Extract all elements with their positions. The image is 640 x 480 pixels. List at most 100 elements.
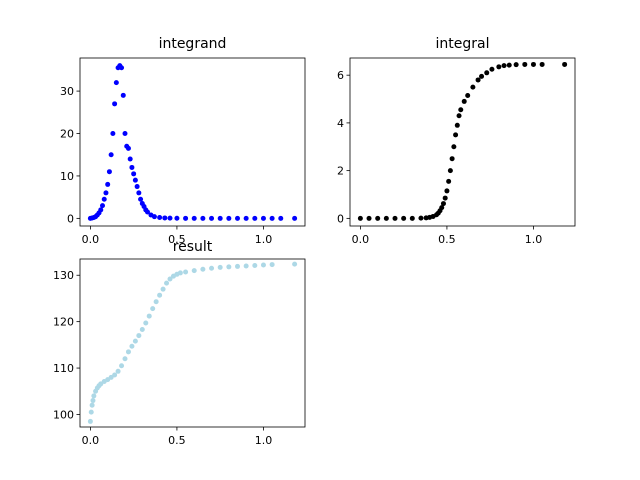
data-point bbox=[191, 268, 197, 274]
data-point bbox=[164, 280, 170, 286]
data-point bbox=[131, 171, 137, 177]
data-points bbox=[87, 63, 298, 221]
data-point bbox=[200, 266, 206, 272]
data-point bbox=[112, 372, 118, 378]
data-point bbox=[91, 393, 97, 399]
data-point bbox=[153, 299, 159, 305]
data-point bbox=[217, 264, 223, 270]
data-point bbox=[235, 263, 240, 269]
data-point bbox=[392, 215, 398, 221]
data-point bbox=[449, 156, 455, 162]
data-point bbox=[439, 205, 445, 211]
data-point bbox=[143, 320, 149, 326]
x-axis-ticks: 0.0 0.5 1.0 bbox=[82, 427, 273, 447]
x-axis-ticks: 0.0 0.5 1.0 bbox=[82, 226, 272, 246]
data-point bbox=[454, 122, 460, 128]
data-point bbox=[150, 306, 156, 312]
x-tick-label: 0.5 bbox=[438, 233, 456, 246]
axes-integrand: integrand 0.0 0.5 1.0 0 10 20 30 bbox=[60, 36, 306, 246]
data-point bbox=[146, 313, 152, 319]
data-point bbox=[132, 338, 138, 344]
data-point bbox=[127, 156, 133, 162]
data-point bbox=[217, 215, 223, 221]
data-point bbox=[90, 398, 96, 404]
data-point bbox=[106, 169, 112, 175]
data-point bbox=[292, 261, 298, 267]
data-point bbox=[446, 178, 452, 184]
y-tick-label: 0 bbox=[337, 212, 344, 225]
data-point bbox=[120, 92, 126, 98]
data-point bbox=[562, 61, 568, 67]
data-point bbox=[243, 215, 249, 221]
chart-title: result bbox=[173, 239, 213, 255]
data-point bbox=[444, 188, 450, 194]
x-tick-label: 1.0 bbox=[525, 233, 543, 246]
data-point bbox=[418, 215, 424, 221]
data-point bbox=[101, 196, 107, 202]
data-point bbox=[174, 215, 180, 221]
data-point bbox=[129, 164, 135, 170]
axes-integral: integral 0.0 0.5 1.0 0 2 4 6 bbox=[337, 36, 576, 246]
data-point bbox=[366, 215, 372, 221]
data-point bbox=[113, 80, 119, 86]
data-point bbox=[409, 215, 415, 221]
data-point bbox=[235, 215, 240, 221]
x-tick-label: 0.5 bbox=[168, 233, 186, 246]
data-points bbox=[357, 61, 568, 221]
data-point bbox=[157, 215, 163, 221]
y-axis-ticks: 100 110 120 130 bbox=[53, 269, 80, 421]
data-point bbox=[278, 215, 284, 221]
data-point bbox=[383, 215, 389, 221]
data-point bbox=[98, 207, 104, 213]
data-point bbox=[160, 286, 166, 292]
data-point bbox=[226, 215, 232, 221]
y-axis-ticks: 0 2 4 6 bbox=[337, 69, 350, 225]
data-point bbox=[447, 168, 453, 174]
data-point bbox=[191, 215, 197, 221]
data-point bbox=[183, 215, 189, 221]
data-point bbox=[292, 215, 298, 221]
y-tick-label: 10 bbox=[60, 170, 74, 183]
data-point bbox=[110, 131, 116, 137]
data-point bbox=[252, 215, 258, 221]
data-point bbox=[484, 70, 490, 76]
x-axis-ticks: 0.0 0.5 1.0 bbox=[352, 226, 543, 246]
data-point bbox=[157, 292, 163, 298]
data-point bbox=[105, 181, 111, 187]
data-point bbox=[375, 215, 381, 221]
data-point bbox=[260, 262, 266, 268]
data-point bbox=[119, 363, 125, 369]
data-point bbox=[151, 214, 157, 220]
y-tick-label: 100 bbox=[53, 408, 74, 421]
data-point bbox=[200, 215, 206, 221]
chart-title: integral bbox=[436, 36, 490, 52]
data-point bbox=[167, 276, 173, 282]
data-point bbox=[112, 101, 118, 107]
data-point bbox=[125, 145, 131, 151]
data-point bbox=[269, 262, 275, 268]
data-point bbox=[475, 77, 481, 83]
y-tick-label: 20 bbox=[60, 128, 74, 141]
x-tick-label: 0.0 bbox=[82, 434, 100, 447]
data-point bbox=[167, 215, 173, 221]
data-point bbox=[209, 215, 215, 221]
data-point bbox=[138, 196, 144, 202]
y-tick-label: 30 bbox=[60, 85, 74, 98]
y-tick-label: 6 bbox=[337, 69, 344, 82]
data-point bbox=[136, 333, 142, 339]
data-point bbox=[465, 92, 471, 98]
data-point bbox=[100, 203, 105, 209]
data-point bbox=[453, 132, 459, 138]
x-tick-label: 1.0 bbox=[255, 434, 273, 447]
y-tick-label: 130 bbox=[53, 269, 74, 282]
data-point bbox=[177, 270, 183, 276]
data-point bbox=[89, 402, 95, 408]
data-point bbox=[103, 190, 109, 196]
data-point bbox=[479, 73, 485, 79]
data-point bbox=[122, 356, 128, 362]
y-tick-label: 2 bbox=[337, 165, 344, 178]
plot-frame bbox=[79, 258, 306, 428]
data-point bbox=[88, 409, 94, 415]
y-axis-ticks: 0 10 20 30 bbox=[60, 85, 80, 225]
